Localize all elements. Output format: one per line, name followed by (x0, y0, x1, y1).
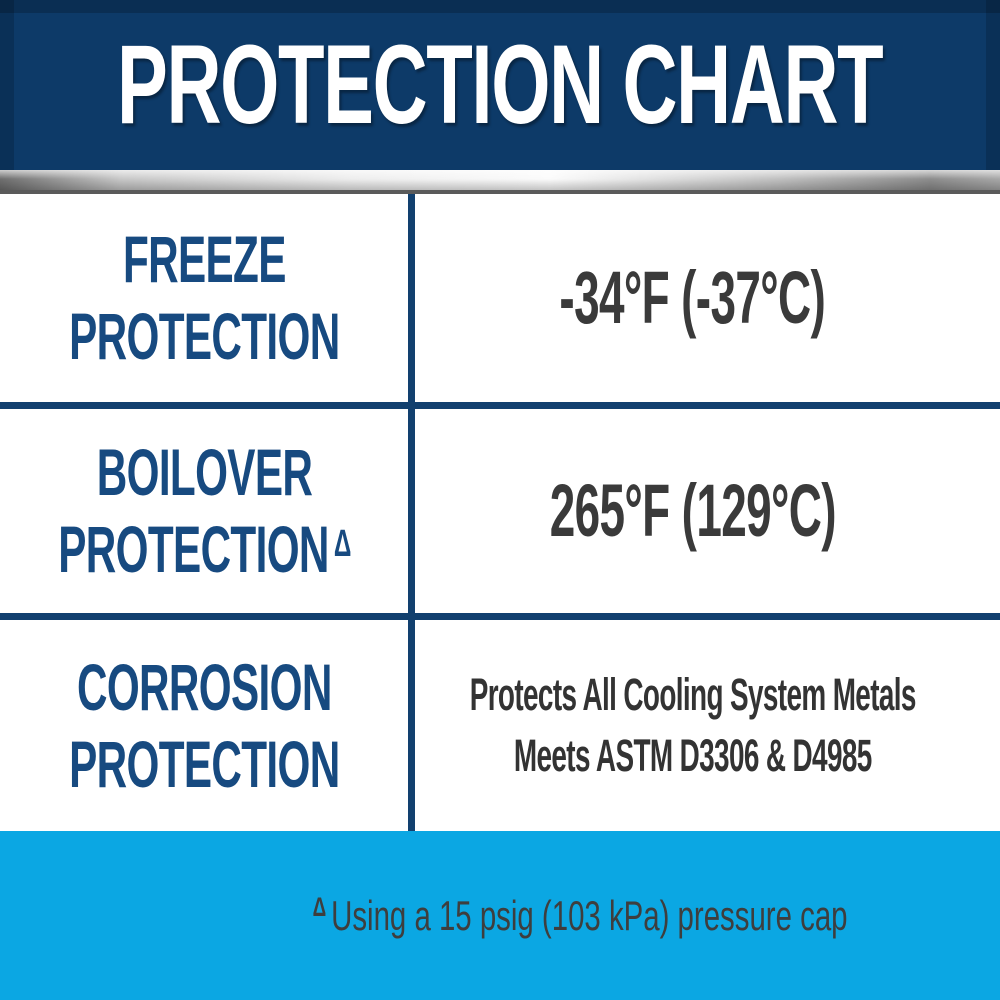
page-title: PROTECTION CHART (0, 29, 1000, 141)
label-line-1: FREEZE (122, 222, 286, 297)
table-row-boilover-value-cell: 265°F (129°C) (415, 409, 1000, 613)
table-row-boilover-label-cell: BOILOVER PROTECTION Δ (0, 409, 408, 613)
column-divider (408, 194, 415, 831)
value-line-2: Meets ASTM D3306 & D4985 (513, 729, 872, 781)
silver-divider-bar (0, 170, 1000, 194)
label-line-1: CORROSION (76, 649, 332, 724)
page-title-text: PROTECTION CHART (117, 22, 884, 147)
footnote-text: Using a 15 psig (103 kPa) pressure cap (331, 891, 848, 939)
boilover-protection-value: 265°F (129°C) (549, 469, 836, 552)
value-line-1: Protects All Cooling System Metals (469, 668, 916, 720)
corrosion-protection-value: Protects All Cooling System Metals Meets… (469, 665, 916, 787)
delta-footnote-marker: Δ (312, 891, 327, 922)
row-divider-2 (0, 613, 1000, 620)
delta-footnote-marker: Δ (333, 523, 351, 565)
footnote-text-block: Δ Using a 15 psig (103 kPa) pressure cap (313, 892, 848, 940)
table-row-freeze-label-cell: FREEZE PROTECTION (0, 194, 408, 402)
table-row-corrosion-label-cell: CORROSION PROTECTION (0, 620, 408, 831)
table-row-freeze-value-cell: -34°F (-37°C) (415, 194, 1000, 402)
label-line-2: PROTECTION (68, 299, 340, 373)
label-line-2: PROTECTION (57, 512, 329, 586)
footnote: Δ Using a 15 psig (103 kPa) pressure cap (300, 831, 860, 1000)
header-banner: PROTECTION CHART (0, 0, 1000, 170)
label-line-1: BOILOVER (96, 435, 312, 510)
boilover-protection-label: BOILOVER PROTECTION Δ (57, 434, 351, 587)
freeze-protection-label: FREEZE PROTECTION (69, 221, 340, 374)
freeze-protection-value: -34°F (-37°C) (559, 256, 826, 339)
row-divider-1 (0, 402, 1000, 409)
table-row-corrosion-value-cell: Protects All Cooling System Metals Meets… (415, 620, 1000, 831)
corrosion-protection-label: CORROSION PROTECTION (69, 649, 340, 802)
label-line-2: PROTECTION (68, 726, 340, 801)
